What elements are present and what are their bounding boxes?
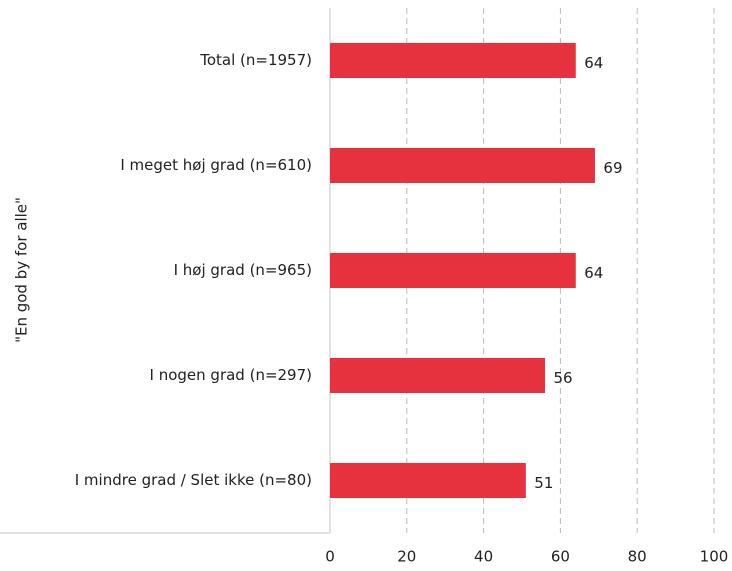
x-tick-label: 60 — [551, 548, 570, 566]
bar — [330, 253, 576, 288]
value-label: 64 — [584, 264, 603, 282]
bar — [330, 43, 576, 78]
y-axis-label: "En god by for alle" — [13, 197, 31, 343]
y-tick-label: Total (n=1957) — [199, 51, 312, 69]
value-label: 56 — [553, 369, 572, 387]
value-label: 69 — [603, 159, 622, 177]
x-tick-label: 80 — [628, 548, 647, 566]
x-tick-label: 0 — [325, 548, 335, 566]
value-label: 51 — [534, 474, 553, 492]
y-tick-label: I meget høj grad (n=610) — [120, 156, 312, 174]
x-tick-label: 100 — [700, 548, 729, 566]
bar — [330, 148, 595, 183]
x-tick-label: 20 — [397, 548, 416, 566]
value-label: 64 — [584, 54, 603, 72]
y-tick-label: I mindre grad / Slet ikke (n=80) — [75, 471, 312, 489]
bar — [330, 463, 526, 498]
y-tick-label: I nogen grad (n=297) — [150, 366, 312, 384]
y-tick-label: I høj grad (n=965) — [174, 261, 312, 279]
x-tick-label: 40 — [474, 548, 493, 566]
bar — [330, 358, 546, 393]
